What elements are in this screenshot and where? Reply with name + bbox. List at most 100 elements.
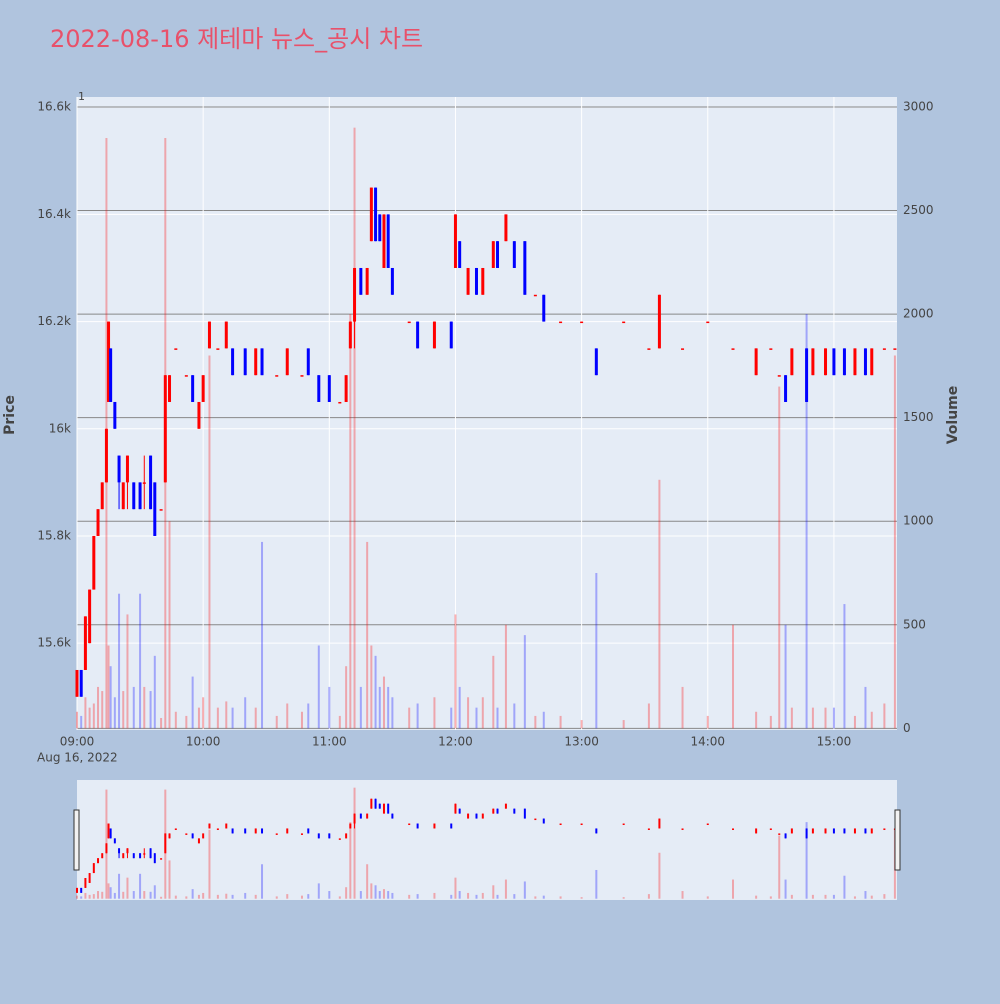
candle-body: [159, 509, 163, 511]
range-slider[interactable]: [77, 780, 897, 900]
candle-body: [882, 348, 886, 350]
candle-body: [706, 321, 710, 324]
volume-bar: [126, 614, 129, 729]
y-tick-label: 15.8k: [37, 528, 71, 542]
candle-body: [113, 401, 117, 429]
candle-body: [275, 375, 279, 377]
candle-body: [107, 321, 111, 402]
candle-body: [432, 321, 436, 349]
candle-body: [374, 187, 378, 242]
x-tick-label: 09:00: [60, 735, 95, 749]
mini-candle-body: [450, 823, 453, 829]
volume-bar: [580, 720, 583, 729]
mini-candle-body: [76, 887, 78, 893]
mini-volume-bar: [790, 894, 793, 899]
volume-bar: [864, 686, 867, 729]
mini-candle-body: [113, 838, 116, 844]
candle-body: [863, 348, 867, 376]
mini-volume-bar: [534, 896, 537, 899]
mini-candle-body: [755, 828, 758, 834]
mini-candle-body: [824, 828, 827, 834]
mini-volume-bar: [143, 891, 146, 899]
mini-candle-body: [387, 803, 390, 814]
mini-candle-body: [481, 813, 484, 819]
mini-volume-bar: [475, 894, 478, 899]
mini-volume-bar: [208, 829, 211, 899]
mini-volume-bar: [784, 879, 787, 899]
y2-tick-label: 3000: [903, 99, 934, 113]
mini-volume-bar: [458, 891, 461, 899]
candle-body: [92, 535, 96, 590]
x-tick-label: 10:00: [186, 735, 221, 749]
volume-bar: [92, 703, 95, 729]
mini-candle-body: [706, 823, 709, 826]
mini-volume-bar: [513, 894, 516, 899]
mini-candle-body: [168, 833, 171, 839]
mini-candle-body: [317, 833, 320, 839]
mini-volume-bar: [328, 891, 331, 899]
mini-volume-bar: [349, 822, 352, 899]
candle-body: [453, 214, 457, 268]
candle-body: [824, 348, 828, 376]
mini-candle-body: [504, 803, 507, 809]
volume-bar: [408, 707, 411, 729]
mini-candle-body: [208, 823, 211, 829]
candle-body: [327, 375, 331, 402]
mini-candle-body: [496, 808, 499, 814]
mini-candle-body: [261, 828, 264, 834]
volume-bar: [97, 686, 100, 729]
mini-volume-bar: [359, 891, 362, 899]
mini-volume-bar: [122, 891, 125, 899]
mini-volume-bar: [416, 894, 419, 899]
volume-bar: [391, 697, 394, 729]
range-handle[interactable]: [73, 809, 80, 871]
mini-candle-body: [359, 813, 362, 819]
volume-bar: [109, 666, 112, 729]
volume-bar: [374, 655, 377, 729]
volume-bar: [595, 572, 598, 729]
x-tick-label: 11:00: [312, 735, 347, 749]
mini-volume-bar: [174, 895, 177, 899]
mini-volume-bar: [378, 891, 381, 899]
volume-bar: [191, 676, 194, 729]
candle-body: [96, 509, 100, 536]
mini-volume-bar: [433, 892, 436, 899]
volume-bar: [513, 703, 516, 729]
volume-bar: [254, 707, 257, 729]
mini-candle-body: [433, 823, 436, 829]
mini-candle-body: [97, 858, 100, 864]
mini-candle-body: [92, 863, 95, 874]
mini-candle-body: [126, 848, 129, 854]
candle-body: [306, 348, 310, 376]
volume-bar: [153, 655, 156, 729]
candle-body: [893, 348, 897, 350]
volume-bar: [160, 717, 163, 729]
mini-candle-body: [883, 828, 886, 830]
mini-candle-body: [109, 828, 112, 839]
mini-volume-bar: [109, 887, 112, 899]
mini-volume-bar: [805, 822, 808, 899]
mini-candle-body: [559, 823, 562, 826]
volume-bar: [416, 703, 419, 729]
volume-bar: [168, 521, 171, 729]
mini-volume-bar: [197, 894, 200, 899]
mini-candle-body: [378, 803, 381, 809]
mini-candle-body: [118, 848, 121, 854]
mini-candle-body: [353, 813, 356, 824]
mini-candle-body: [191, 833, 194, 839]
mini-volume-bar: [370, 883, 373, 899]
candle-body: [790, 348, 794, 376]
candle-body: [542, 294, 546, 322]
y2-tick-label: 500: [903, 617, 926, 631]
volume-bar: [149, 691, 152, 729]
candle-body: [138, 482, 142, 510]
mini-volume-bar: [883, 894, 886, 899]
candle-body: [647, 348, 651, 350]
volume-bar: [261, 541, 264, 729]
mini-candle-body: [732, 828, 734, 830]
candle-body: [243, 348, 247, 376]
volume-bar: [143, 686, 146, 729]
range-handle[interactable]: [894, 809, 901, 871]
mini-candle-body: [174, 828, 177, 830]
candle-body: [285, 348, 289, 376]
